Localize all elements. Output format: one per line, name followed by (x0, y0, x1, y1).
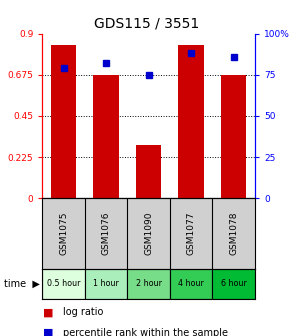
Bar (170, 269, 212, 299)
Text: GSM1075: GSM1075 (59, 212, 68, 255)
Bar (178, 45, 204, 198)
Bar (85, 269, 127, 299)
Text: 6 hour: 6 hour (221, 280, 247, 288)
Text: GSM1078: GSM1078 (229, 212, 238, 255)
Bar (221, 75, 246, 198)
Text: 2 hour: 2 hour (136, 280, 162, 288)
Text: 1 hour: 1 hour (93, 280, 119, 288)
Bar (212, 269, 255, 299)
Bar (93, 75, 119, 198)
Bar (136, 145, 161, 198)
Text: log ratio: log ratio (63, 307, 103, 318)
Bar (51, 45, 76, 198)
Text: 0.5 hour: 0.5 hour (47, 280, 81, 288)
Text: percentile rank within the sample: percentile rank within the sample (63, 328, 228, 336)
Text: 4 hour: 4 hour (178, 280, 204, 288)
Text: GDS115 / 3551: GDS115 / 3551 (94, 17, 199, 31)
Text: GSM1090: GSM1090 (144, 212, 153, 255)
Text: GSM1077: GSM1077 (187, 212, 196, 255)
Text: GSM1076: GSM1076 (102, 212, 111, 255)
Text: time  ▶: time ▶ (4, 279, 40, 289)
Bar (42, 269, 85, 299)
Text: ■: ■ (42, 307, 53, 318)
Bar (127, 269, 170, 299)
Text: ■: ■ (42, 328, 53, 336)
